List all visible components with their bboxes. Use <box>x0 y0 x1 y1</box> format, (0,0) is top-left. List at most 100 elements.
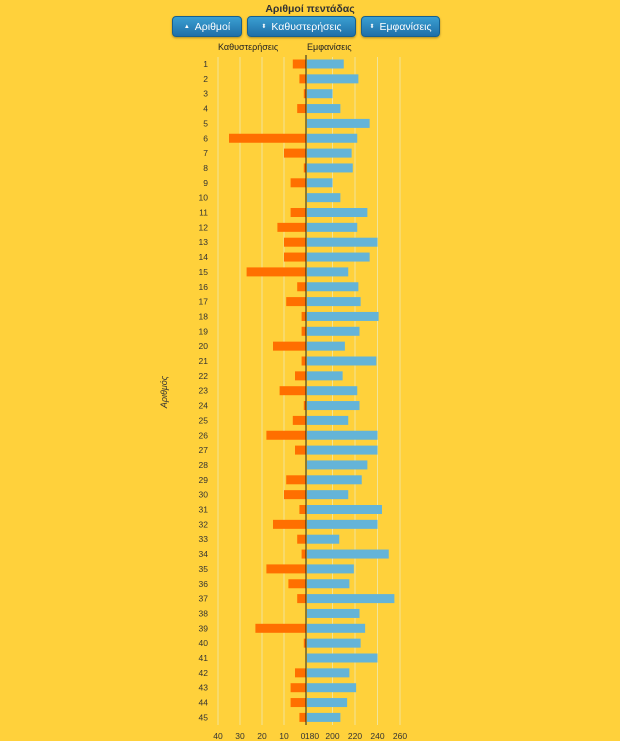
delay-bar <box>297 282 306 292</box>
delay-bar <box>284 237 306 247</box>
delay-bar <box>284 252 306 262</box>
delay-bar <box>286 297 306 307</box>
category-label: 15 <box>199 267 209 277</box>
appearance-bar <box>307 59 344 69</box>
category-label: 33 <box>199 534 209 544</box>
appearance-bar <box>307 74 359 84</box>
delay-bar <box>301 326 306 336</box>
delay-bar <box>299 712 306 722</box>
delays-series-label: Καθυστερήσεις <box>218 42 279 52</box>
delay-bar <box>284 490 306 500</box>
appearance-bar <box>307 386 358 396</box>
appearance-bar <box>307 712 341 722</box>
delay-tick-label: 40 <box>213 731 223 741</box>
category-label: 3 <box>203 89 208 99</box>
delay-bar <box>229 133 306 143</box>
delay-bar <box>295 445 306 455</box>
delay-bar <box>277 222 306 232</box>
appearance-bar <box>307 133 358 143</box>
delay-bar <box>297 534 306 544</box>
sort-by-appearances-button[interactable]: ⬍ Εμφανίσεις <box>361 16 440 37</box>
appearance-bar <box>307 683 357 693</box>
appearance-bar <box>307 505 382 514</box>
sort-icon: ⬍ <box>369 23 375 30</box>
delay-bar <box>246 267 306 277</box>
appearance-bar <box>307 490 349 500</box>
delay-bar <box>255 623 306 633</box>
appearance-tick-label: 260 <box>393 731 407 741</box>
appearance-bar <box>307 252 370 262</box>
appearances-series-label: Εμφανίσεις <box>307 42 352 52</box>
delay-bar <box>290 683 306 693</box>
appearance-bar <box>307 237 378 247</box>
appearance-bar <box>307 594 395 604</box>
delay-tick-label: 30 <box>235 731 245 741</box>
delay-bar <box>295 668 306 678</box>
appearance-bar <box>307 579 350 589</box>
appearance-bar <box>307 668 350 678</box>
appearance-bar <box>307 341 345 351</box>
appearance-bar <box>307 564 354 574</box>
delay-bar <box>301 311 306 321</box>
appearance-bar <box>307 118 370 128</box>
delay-bar <box>299 74 306 84</box>
appearance-bar <box>307 608 360 618</box>
appearance-bar <box>307 698 348 708</box>
category-label: 8 <box>203 163 208 173</box>
category-label: 1 <box>203 59 208 69</box>
sort-by-numbers-label: Αριθμοί <box>194 20 231 33</box>
appearance-bar <box>307 638 361 648</box>
appearance-bar <box>307 282 359 292</box>
delay-bar <box>284 148 306 158</box>
sort-by-delays-button[interactable]: ⬍ Καθυστερήσεις <box>247 16 356 37</box>
delay-bar <box>299 505 306 514</box>
appearance-bar <box>307 222 358 232</box>
appearance-bar <box>307 623 366 633</box>
delay-tick-label: 0 <box>301 731 306 741</box>
appearance-tick-label: 180 <box>305 731 319 741</box>
category-label: 5 <box>203 118 208 128</box>
delay-bar <box>301 356 306 366</box>
category-label: 22 <box>199 371 209 381</box>
category-label: 32 <box>199 519 209 529</box>
appearance-bar <box>307 371 343 381</box>
delay-tick-label: 20 <box>257 731 267 741</box>
category-label: 17 <box>199 297 209 307</box>
category-label: 29 <box>199 475 209 485</box>
category-label: 19 <box>199 326 209 336</box>
appearance-bar <box>307 430 378 440</box>
delay-bar <box>297 594 306 604</box>
category-label: 24 <box>199 401 209 411</box>
appearance-tick-label: 220 <box>348 731 362 741</box>
category-label: 14 <box>199 252 209 262</box>
category-label: 27 <box>199 445 209 455</box>
delay-tick-label: 10 <box>279 731 289 741</box>
appearance-bar <box>307 178 333 188</box>
category-label: 40 <box>199 638 209 648</box>
category-label: 12 <box>199 222 209 232</box>
delay-bar <box>303 89 306 99</box>
appearance-bar <box>307 460 368 470</box>
delay-bar <box>292 415 306 425</box>
delay-bar <box>266 430 306 440</box>
appearance-bar <box>307 311 379 321</box>
sort-by-appearances-label: Εμφανίσεις <box>379 20 432 33</box>
category-label: 6 <box>203 133 208 143</box>
delay-bar <box>290 208 306 217</box>
delay-bar <box>297 104 306 114</box>
category-label: 43 <box>199 683 209 693</box>
delay-bar <box>303 163 306 173</box>
appearance-bar <box>307 297 361 307</box>
sort-icon: ⬍ <box>261 23 267 30</box>
sort-by-numbers-button[interactable]: ▲ Αριθμοί <box>172 16 242 37</box>
appearance-bar <box>307 415 349 425</box>
category-label: 10 <box>199 193 209 203</box>
delay-bar <box>273 519 306 529</box>
appearance-bar <box>307 193 341 203</box>
appearance-bar <box>307 549 389 559</box>
appearance-bar <box>307 356 377 366</box>
appearance-bar <box>307 519 378 529</box>
category-label: 41 <box>199 653 209 663</box>
category-label: 39 <box>199 623 209 633</box>
